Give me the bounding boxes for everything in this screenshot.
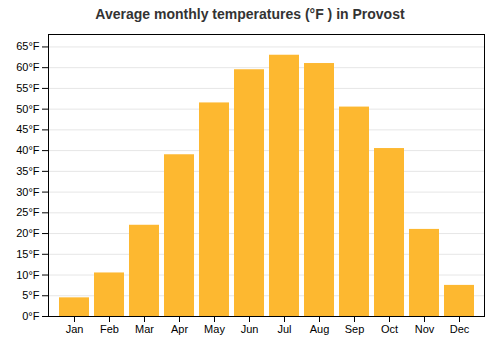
- svg-text:Sep: Sep: [345, 323, 365, 335]
- svg-text:25°F: 25°F: [16, 206, 40, 218]
- svg-text:Apr: Apr: [171, 323, 188, 335]
- svg-text:Dec: Dec: [450, 323, 470, 335]
- svg-text:50°F: 50°F: [16, 103, 40, 115]
- svg-text:Aug: Aug: [310, 323, 330, 335]
- svg-text:Feb: Feb: [100, 323, 119, 335]
- svg-text:20°F: 20°F: [16, 227, 40, 239]
- svg-text:30°F: 30°F: [16, 186, 40, 198]
- svg-text:45°F: 45°F: [16, 123, 40, 135]
- html-text:Average monthly temperatures (: Average monthly temperatures (°F ) in Pr…: [95, 6, 405, 22]
- svg-text:May: May: [204, 323, 225, 335]
- svg-text:65°F: 65°F: [16, 40, 40, 52]
- svg-text:40°F: 40°F: [16, 144, 40, 156]
- svg-text:5°F: 5°F: [22, 289, 40, 301]
- svg-text:Jul: Jul: [277, 323, 291, 335]
- svg-text:55°F: 55°F: [16, 82, 40, 94]
- svg-text:Jun: Jun: [241, 323, 259, 335]
- svg-text:15°F: 15°F: [16, 248, 40, 260]
- svg-text:10°F: 10°F: [16, 269, 40, 281]
- svg-text:35°F: 35°F: [16, 165, 40, 177]
- svg-text:Mar: Mar: [135, 323, 154, 335]
- svg-text:60°F: 60°F: [16, 61, 40, 73]
- svg-text:0°F: 0°F: [22, 310, 40, 322]
- svg-text:Jan: Jan: [66, 323, 84, 335]
- svg-text:Oct: Oct: [381, 323, 398, 335]
- svg-text:Nov: Nov: [415, 323, 435, 335]
